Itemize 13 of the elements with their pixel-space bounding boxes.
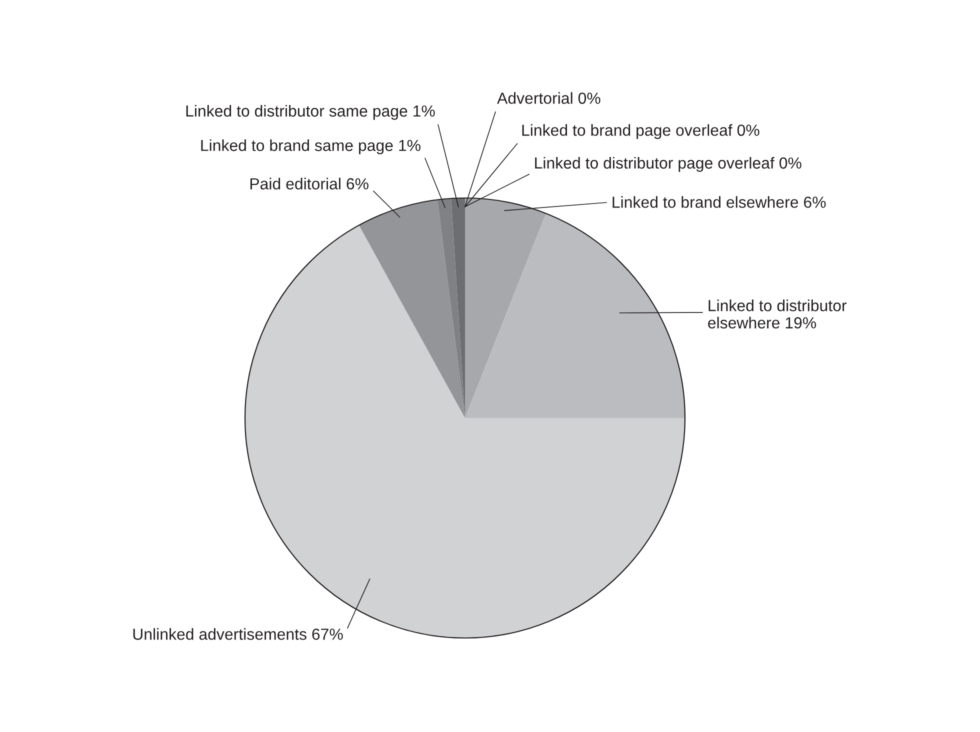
pie-slice	[465, 198, 546, 418]
category-label: Advertorial 0%	[497, 92, 600, 104]
category-label: Linked to brand page overleaf 0%	[522, 124, 760, 140]
slice-label: Linked to brand elsewhere 6%	[612, 196, 826, 208]
pie-slice	[437, 198, 465, 418]
slice-label: Linked to distributor elsewhere 19%	[708, 300, 847, 328]
slice-label: Paid editorial 6%	[250, 178, 368, 190]
pie-slice	[359, 200, 465, 418]
pie-slice	[465, 213, 685, 418]
slice-label: Unlinked advertisements 67%	[133, 628, 343, 640]
category-label: Linked to distributor page overleaf 0%	[535, 156, 802, 172]
slice-label: Linked to distributor same page 1%	[186, 104, 435, 120]
slice-label: Linked to brand same page 1%	[201, 139, 420, 154]
